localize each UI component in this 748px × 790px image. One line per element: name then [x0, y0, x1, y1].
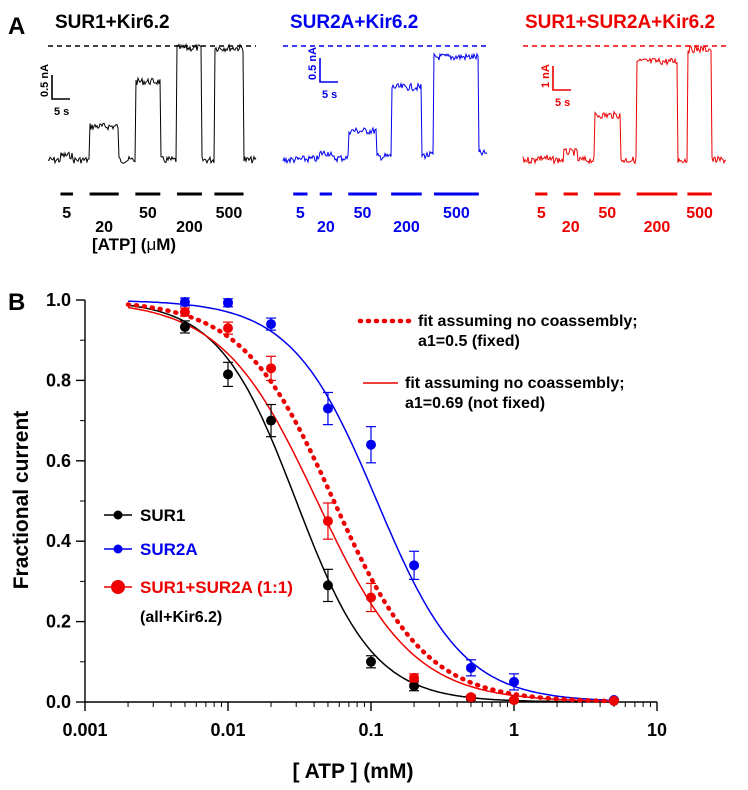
data-point: [266, 363, 277, 374]
atp-concentration-value: 20: [562, 219, 580, 236]
dotted-fit-label: a1=0.5 (fixed): [418, 333, 520, 350]
atp-concentration-label: [ATP] (μM): [92, 235, 176, 254]
legend-note: (all+Kir6.2): [140, 609, 222, 626]
data-point: [509, 694, 519, 705]
data-point: [409, 560, 420, 571]
atp-concentration-value: 200: [393, 219, 420, 236]
data-point: [266, 319, 277, 330]
data-point: [223, 369, 233, 380]
atp-concentration-value: 500: [686, 205, 713, 222]
data-point: [223, 323, 233, 334]
x-tick-label: 0.01: [210, 720, 245, 740]
atp-concentration-value: 20: [95, 219, 113, 236]
legend-marker: [113, 510, 123, 520]
x-tick-label: 10: [647, 720, 667, 740]
atp-concentration-value: 5: [296, 205, 305, 222]
atp-concentration-value: 50: [139, 205, 157, 222]
trace-title: SUR2A+Kir6.2: [290, 12, 418, 33]
data-point: [179, 307, 190, 318]
solid-fit-curve: [127, 306, 612, 702]
x-tick-label: 1: [509, 720, 519, 740]
legend-marker: [111, 580, 125, 594]
data-point: [179, 297, 190, 308]
scale-time-label: 5 s: [54, 106, 69, 118]
panel-b: B 0.001 0.01 0.1 1 10 0.0 0.2 0.4 0.6 0.8 1.0 fit …: [8, 289, 667, 783]
fit-curves: [125, 300, 614, 704]
y-tick-label: 0.0: [46, 692, 71, 712]
scale-bar: [319, 58, 338, 83]
data-point: [322, 580, 333, 591]
data-point: [179, 321, 190, 332]
atp-concentration-value: 5: [537, 205, 546, 222]
data-points: [179, 297, 619, 706]
panel-a-label: A: [8, 13, 25, 40]
y-tick-label: 0.2: [46, 612, 71, 632]
scale-current-label: 1 nA: [540, 64, 552, 88]
data-point: [608, 695, 619, 706]
atp-concentration-value: 200: [176, 219, 203, 236]
data-point: [465, 662, 476, 673]
solid-fit-label: a1=0.69 (not fixed): [405, 395, 545, 412]
panel-b-label: B: [8, 289, 25, 316]
current-trace: [522, 44, 727, 166]
data-point: [322, 516, 333, 527]
fit-curve: [127, 300, 612, 702]
trace-title: SUR1+Kir6.2: [55, 12, 170, 33]
dotted-fit-label: fit assuming no coassembly;: [418, 313, 638, 330]
atp-concentration-value: 50: [598, 205, 616, 222]
legend-entry: SUR2A: [140, 540, 198, 559]
scale-current-label: 0.5 nA: [307, 47, 319, 80]
atp-concentration-value: 200: [644, 219, 671, 236]
data-point: [366, 439, 376, 450]
data-point: [509, 676, 519, 687]
data-point: [322, 403, 333, 414]
solid-fit-label: fit assuming no coassembly;: [405, 375, 625, 392]
current-trace: [47, 42, 257, 165]
data-point: [465, 692, 476, 703]
x-tick-label: 0.001: [62, 720, 107, 740]
atp-concentration-value: 5: [62, 205, 71, 222]
atp-concentration-value: 500: [216, 205, 243, 222]
legend-marker: [113, 544, 123, 554]
y-axis-label: Fractional current: [10, 411, 33, 590]
y-tick-label: 0.8: [46, 370, 71, 390]
data-point: [366, 656, 376, 667]
dotted-fit-curve: [125, 302, 614, 704]
data-point: [409, 672, 420, 683]
scale-bar: [552, 66, 571, 91]
fit-curve: [127, 304, 612, 703]
current-trace: [282, 52, 488, 165]
atp-concentration-value: 20: [317, 219, 335, 236]
data-point: [223, 297, 233, 308]
data-point: [366, 592, 376, 603]
y-tick-label: 0.6: [46, 451, 71, 471]
data-point: [266, 415, 277, 426]
trace-title: SUR1+SUR2A+Kir6.2: [525, 12, 715, 33]
data-point: [409, 680, 420, 691]
scale-time-label: 5 s: [322, 89, 337, 101]
scale-current-label: 0.5 nA: [39, 64, 51, 97]
scale-time-label: 5 s: [555, 97, 570, 109]
chart-legend: fit assuming no coassembly; a1=0.5 (fixed…: [104, 313, 638, 626]
atp-concentration-value: 500: [443, 205, 470, 222]
legend-entry: SUR1: [140, 506, 185, 525]
y-tick-label: 1.0: [46, 290, 71, 310]
x-axis-label: [ ATP ] (mM): [293, 760, 414, 783]
scale-bar: [51, 75, 70, 100]
atp-concentration-value: 50: [354, 205, 372, 222]
x-tick-label: 0.1: [358, 720, 383, 740]
legend-entry: SUR1+SUR2A (1:1): [140, 578, 293, 597]
y-tick-label: 0.4: [46, 531, 71, 551]
